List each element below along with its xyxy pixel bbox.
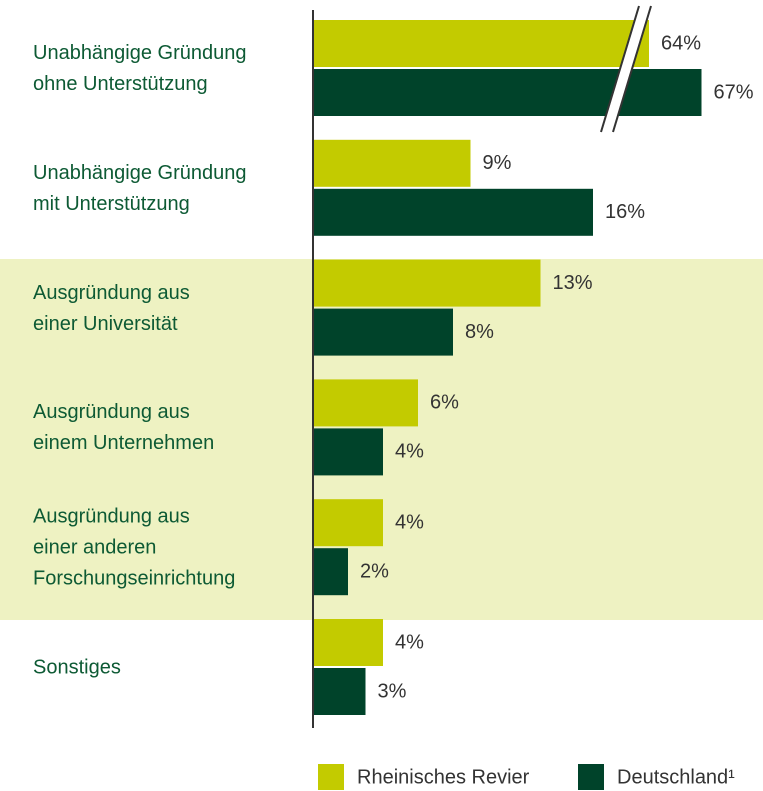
bar xyxy=(313,139,471,187)
category-label: Ausgründung aus einer anderen Forschungs… xyxy=(33,505,236,590)
value-label: 64% xyxy=(661,32,701,54)
bar xyxy=(313,308,453,356)
value-label: 3% xyxy=(378,680,407,702)
category-label: Unabhängige Gründung mit Unterstützung xyxy=(33,161,247,215)
value-label: 8% xyxy=(465,321,494,343)
break-line xyxy=(600,5,640,133)
legend-swatch xyxy=(318,764,344,790)
bar xyxy=(313,668,366,715)
value-label: 2% xyxy=(360,560,389,582)
legend-label: Deutschland¹ xyxy=(617,766,735,788)
axis-break xyxy=(600,5,652,133)
value-label: 16% xyxy=(605,201,645,223)
value-label: 4% xyxy=(395,511,424,533)
bar xyxy=(313,548,348,596)
category-label: Sonstiges xyxy=(33,656,121,679)
value-label: 6% xyxy=(430,392,459,414)
break-line xyxy=(612,5,652,133)
value-label: 9% xyxy=(483,152,512,174)
bar xyxy=(313,20,649,67)
bar xyxy=(313,428,383,476)
break-gap xyxy=(601,6,651,132)
category-label: Unabhängige Gründung ohne Unterstützung xyxy=(33,42,247,95)
bar xyxy=(313,69,702,116)
bar xyxy=(313,499,383,547)
bar xyxy=(313,188,593,236)
category-label: Ausgründung aus einer Universität xyxy=(33,281,190,335)
value-label: 67% xyxy=(714,81,754,103)
value-label: 4% xyxy=(395,441,424,463)
bar xyxy=(313,619,383,666)
legend-label: Rheinisches Revier xyxy=(357,766,530,788)
bar xyxy=(313,259,541,307)
category-label: Ausgründung aus einem Unternehmen xyxy=(33,401,215,455)
bar xyxy=(313,379,418,427)
bars: 64% 67% 9% 16% 13% 8% 6% 4% 4% 2% 4% 3% xyxy=(313,20,754,715)
legend-swatch xyxy=(578,764,604,790)
value-label: 13% xyxy=(553,272,593,294)
value-label: 4% xyxy=(395,631,424,653)
